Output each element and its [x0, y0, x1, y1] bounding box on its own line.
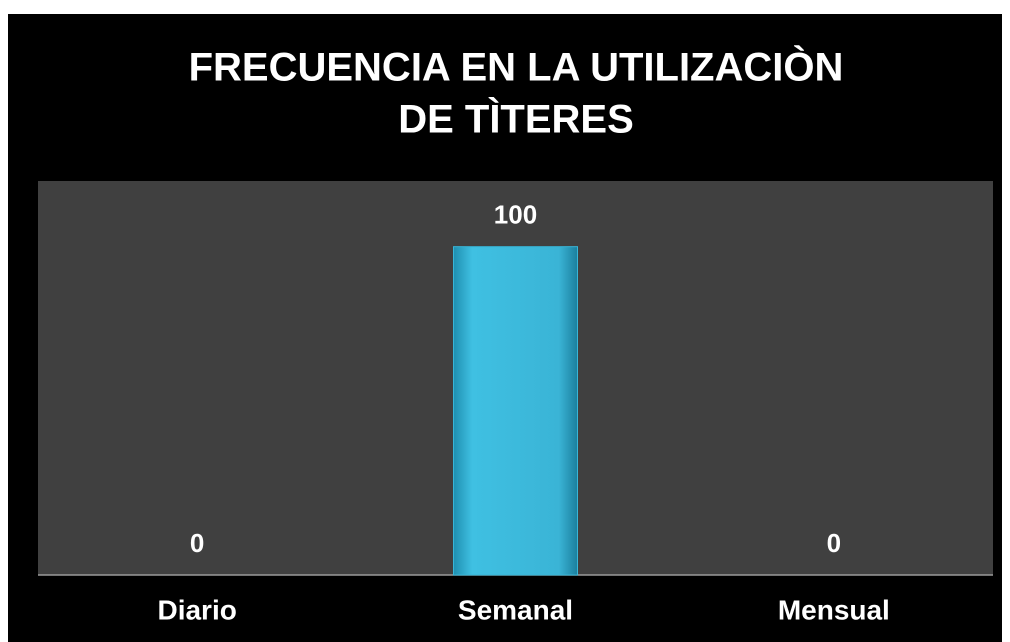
chart-title: DE TÌTERES	[398, 97, 634, 142]
data-label: 0	[190, 528, 204, 558]
chart-title: FRECUENCIA EN LA UTILIZACIÒN	[189, 44, 844, 90]
bar	[453, 246, 578, 576]
data-label: 100	[494, 200, 537, 230]
x-tick-label: Diario	[157, 594, 236, 625]
data-label: 0	[827, 528, 841, 558]
x-tick-label: Mensual	[778, 594, 890, 625]
x-tick-label: Semanal	[458, 594, 573, 625]
